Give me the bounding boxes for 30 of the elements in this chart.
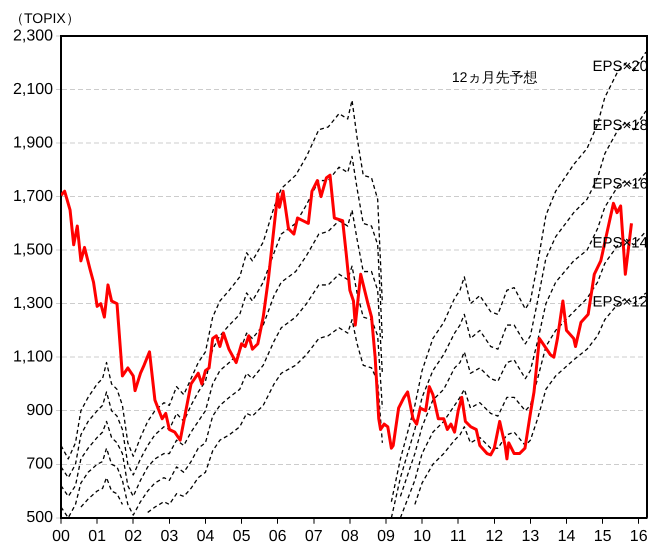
x-tick-label: 01 <box>88 528 106 545</box>
x-tick-label: 12 <box>485 528 504 545</box>
x-tick-label: 00 <box>52 528 70 545</box>
y-axis-title: （TOPIX） <box>10 10 80 26</box>
series-label: EPS×12 <box>592 293 648 310</box>
y-tick-label: 1,100 <box>12 348 54 366</box>
y-tick-label: 1,900 <box>12 134 54 152</box>
x-tick-label: 09 <box>377 528 395 545</box>
x-tick-label: 08 <box>340 528 359 545</box>
y-tick-label: 2,100 <box>12 80 54 98</box>
x-tick-label: 16 <box>630 528 648 545</box>
y-tick-label: 700 <box>26 456 54 473</box>
x-tick-label: 02 <box>124 528 142 545</box>
y-tick-label: 1,300 <box>12 295 54 312</box>
x-tick-label: 14 <box>558 528 576 545</box>
x-tick-label: 10 <box>413 528 432 545</box>
x-tick-label: 13 <box>521 528 540 545</box>
x-tick-label: 07 <box>304 528 323 545</box>
x-tick-label: 06 <box>268 528 287 545</box>
y-tick-label: 1,500 <box>12 242 54 259</box>
annotation: 12ヵ月先予想 <box>452 68 538 85</box>
x-tick-label: 11 <box>450 528 467 545</box>
x-tick-label: 15 <box>594 528 612 545</box>
y-tick-label: 500 <box>26 509 54 526</box>
y-tick-label: 2,300 <box>12 27 54 44</box>
x-tick-label: 03 <box>160 528 178 545</box>
y-tick-label: 900 <box>26 402 54 420</box>
y-tick-label: 1,700 <box>12 188 54 206</box>
x-tick-label: 05 <box>232 528 251 545</box>
x-tick-label: 04 <box>196 528 214 545</box>
